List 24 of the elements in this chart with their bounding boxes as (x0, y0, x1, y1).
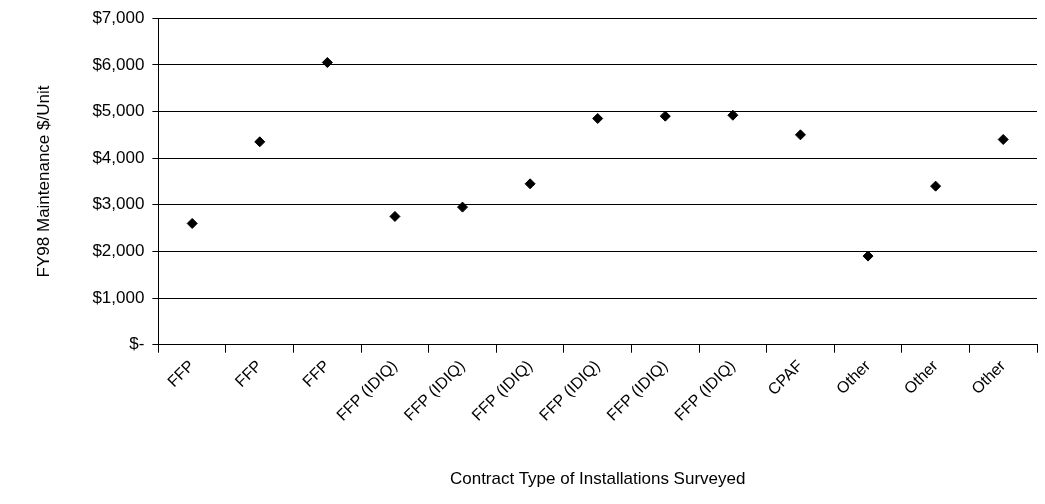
y-tick-label: $6,000 (92, 54, 145, 74)
point (457, 201, 469, 213)
y-axis-title: FY98 Maintenance $/Unit (33, 85, 53, 278)
y-tick-label: $5,000 (92, 101, 145, 121)
y-tick-label: $- (129, 334, 145, 354)
point (186, 217, 198, 229)
point (524, 178, 536, 190)
y-tick-label: $1,000 (92, 287, 145, 307)
x-tick-label: FFP (231, 356, 266, 391)
point (727, 109, 739, 121)
point (997, 133, 1009, 145)
point (254, 136, 266, 148)
point (592, 112, 604, 124)
y-tick-label: $2,000 (92, 241, 145, 261)
y-tick-label: $3,000 (92, 194, 145, 214)
x-axis-title: Contract Type of Installations Surveyed (449, 469, 746, 489)
point (321, 57, 333, 69)
point (389, 210, 401, 222)
point (930, 180, 942, 192)
y-tick-label: $7,000 (92, 7, 145, 27)
point (794, 129, 806, 141)
x-tick-label: FFP (299, 356, 333, 391)
y-tick-label: $4,000 (92, 147, 145, 167)
x-tick-label: FFP (164, 356, 198, 391)
